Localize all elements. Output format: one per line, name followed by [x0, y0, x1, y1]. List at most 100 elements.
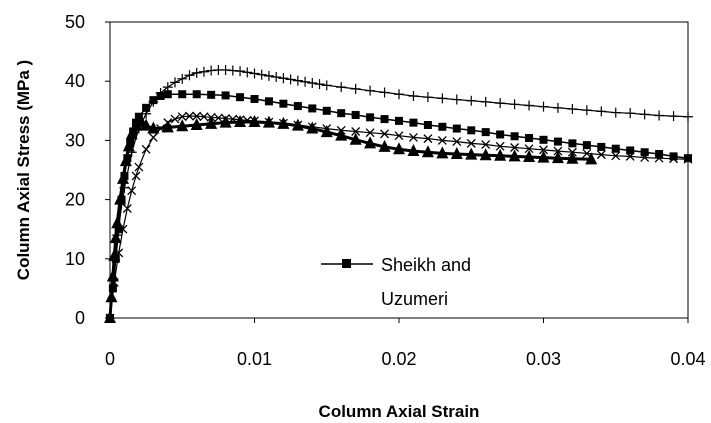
data-point: [625, 151, 635, 161]
y-tick-label: 30: [65, 130, 85, 150]
data-point: [380, 115, 389, 124]
data-point: [234, 115, 247, 128]
data-point: [306, 121, 319, 134]
data-point: [496, 130, 505, 139]
data-point: [219, 115, 232, 128]
data-point: [669, 154, 679, 164]
data-point: [639, 109, 650, 120]
data-point: [105, 290, 118, 303]
data-point: [626, 146, 635, 155]
data-point: [322, 106, 331, 115]
data-point: [640, 148, 649, 157]
data-point: [249, 68, 260, 79]
data-point: [551, 151, 564, 164]
data-point: [205, 116, 218, 129]
legend-label-line1: Sheikh and: [381, 255, 471, 275]
data-point: [177, 73, 188, 84]
data-point: [451, 94, 462, 105]
data-point: [184, 70, 195, 81]
data-point: [142, 103, 151, 112]
data-point: [625, 108, 636, 119]
data-point: [134, 162, 144, 172]
data-point: [155, 88, 166, 99]
data-point: [320, 125, 333, 138]
data-point: [271, 72, 282, 83]
data-point: [236, 93, 245, 102]
data-point: [408, 132, 418, 142]
data-point: [480, 96, 491, 107]
data-point: [539, 145, 548, 155]
data-point: [250, 94, 259, 103]
data-point: [378, 139, 391, 152]
data-point: [122, 139, 135, 152]
data-point: [131, 171, 141, 181]
y-tick-label: 40: [65, 71, 85, 91]
data-point: [364, 136, 377, 149]
data-point: [307, 77, 318, 88]
data-point: [170, 77, 181, 88]
data-point: [611, 151, 621, 161]
data-point: [508, 149, 521, 162]
data-point: [221, 91, 230, 100]
data-point: [510, 132, 519, 141]
data-point: [465, 147, 478, 160]
x-tick-label: 0.04: [670, 349, 705, 369]
data-point: [394, 89, 404, 100]
data-point: [683, 111, 693, 122]
data-point: [213, 113, 223, 123]
y-axis-title: Column Axial Stress (MPa ): [14, 60, 33, 280]
data-point: [349, 132, 362, 145]
data-point: [510, 143, 520, 152]
data-point: [185, 111, 194, 121]
data-point: [163, 90, 172, 99]
data-point: [494, 148, 507, 161]
data-point: [350, 83, 361, 94]
data-point: [337, 109, 346, 118]
data-point: [192, 90, 201, 99]
x-tick-label: 0.03: [526, 349, 561, 369]
data-point: [176, 119, 189, 132]
data-point: [436, 146, 449, 159]
series-plus: [105, 64, 693, 323]
data-point: [108, 248, 121, 261]
data-point: [596, 150, 606, 160]
data-point: [177, 112, 187, 122]
data-point: [669, 152, 678, 161]
data-point: [248, 115, 261, 128]
data-point: [262, 115, 275, 128]
series-triangle: [104, 115, 598, 323]
data-point: [452, 137, 462, 147]
data-point: [264, 97, 273, 106]
data-point: [525, 134, 534, 143]
data-point: [366, 113, 375, 122]
data-point: [450, 147, 463, 160]
data-point: [279, 99, 288, 108]
data-point: [148, 96, 159, 107]
data-point: [421, 145, 434, 158]
data-point: [300, 76, 311, 87]
data-point: [277, 116, 290, 129]
data-point: [198, 66, 209, 77]
data-point: [581, 105, 592, 116]
data-point: [199, 112, 209, 122]
data-point: [566, 151, 579, 164]
data-point: [654, 110, 665, 121]
data-point: [114, 192, 127, 205]
data-point: [351, 127, 361, 136]
data-point: [365, 128, 375, 138]
data-point: [585, 152, 598, 165]
data-point: [466, 95, 477, 106]
legend: Sheikh and Uzumeri: [321, 255, 471, 309]
y-tick-label: 0: [75, 308, 85, 328]
data-point: [119, 154, 132, 167]
data-point: [509, 99, 520, 110]
data-point: [147, 121, 160, 134]
data-point: [423, 134, 433, 144]
data-point: [655, 150, 664, 159]
data-point: [481, 140, 491, 150]
data-point: [422, 92, 433, 103]
data-point: [596, 106, 607, 117]
data-point: [207, 90, 216, 99]
data-point: [190, 118, 203, 131]
data-point: [479, 148, 492, 161]
